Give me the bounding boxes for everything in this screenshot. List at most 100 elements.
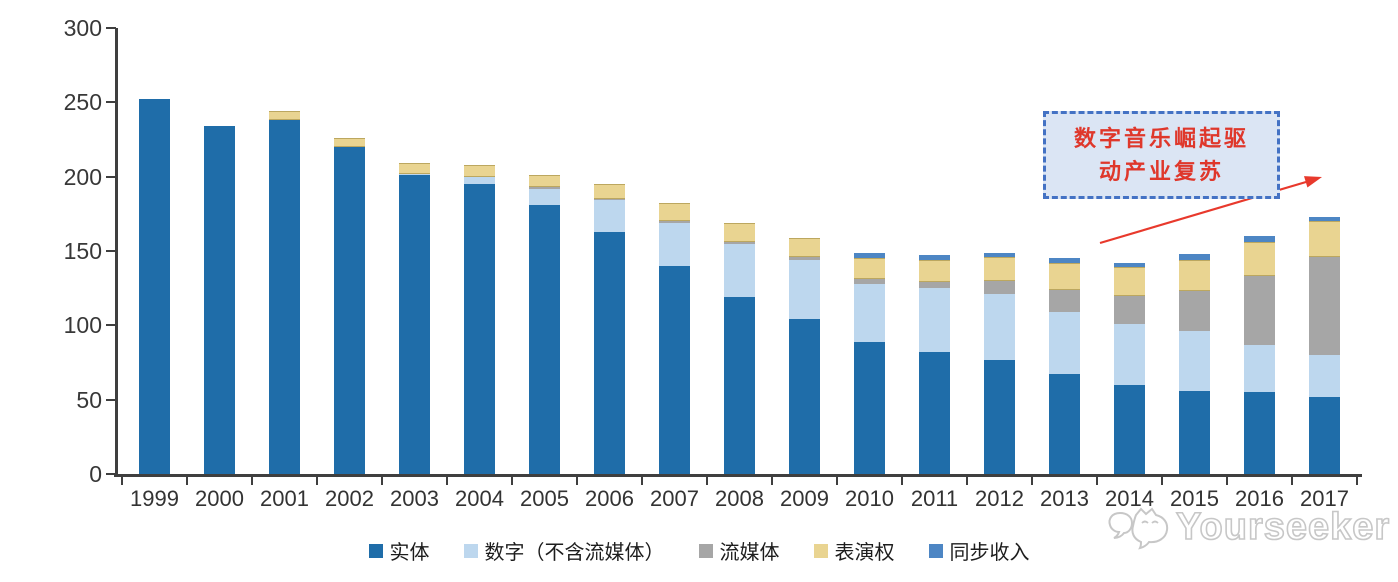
bar-segment[interactable] — [269, 120, 300, 474]
bar-segment[interactable] — [1179, 390, 1210, 474]
bar-segment[interactable] — [399, 175, 430, 474]
bar-segment[interactable] — [464, 164, 495, 177]
bar-segment[interactable] — [1179, 331, 1210, 391]
bar-segment[interactable] — [269, 111, 300, 121]
bar-segment[interactable] — [724, 222, 755, 243]
bar-segment[interactable] — [724, 297, 755, 474]
bar-segment[interactable] — [789, 259, 820, 320]
bar-segment[interactable] — [1114, 323, 1145, 385]
bar-2011[interactable] — [919, 255, 950, 474]
legend-label: 数字（不含流媒体） — [484, 542, 665, 564]
bar-segment[interactable] — [1244, 242, 1275, 277]
annotation-callout: 数字音乐崛起驱 动产业复苏 — [1043, 111, 1280, 199]
bar-segment[interactable] — [1179, 259, 1210, 292]
bar-segment[interactable] — [789, 256, 820, 260]
bar-2012[interactable] — [984, 252, 1015, 474]
legend-item[interactable]: 数字（不含流媒体） — [463, 536, 665, 565]
bar-segment[interactable] — [1309, 355, 1340, 397]
bar-segment[interactable] — [1049, 289, 1080, 312]
bar-segment[interactable] — [1049, 374, 1080, 474]
bar-segment[interactable] — [919, 282, 950, 289]
bar-segment[interactable] — [1309, 216, 1340, 222]
bar-segment[interactable] — [984, 294, 1015, 360]
bar-segment[interactable] — [594, 231, 625, 474]
bar-segment[interactable] — [919, 259, 950, 283]
bar-segment[interactable] — [659, 265, 690, 474]
bar-segment[interactable] — [789, 237, 820, 257]
bar-2004[interactable] — [464, 164, 495, 474]
bar-segment[interactable] — [659, 203, 690, 222]
bar-segment[interactable] — [919, 288, 950, 353]
bar-segment[interactable] — [1244, 392, 1275, 474]
bar-segment[interactable] — [1049, 262, 1080, 290]
bar-segment[interactable] — [464, 184, 495, 474]
bar-segment[interactable] — [1309, 221, 1340, 257]
legend-item[interactable]: 同步收入 — [928, 536, 1030, 565]
bar-segment[interactable] — [1114, 384, 1145, 474]
bar-2006[interactable] — [594, 184, 625, 474]
bar-segment[interactable] — [1244, 344, 1275, 393]
bar-segment[interactable] — [1114, 295, 1145, 324]
bar-segment[interactable] — [529, 187, 560, 189]
bar-segment[interactable] — [984, 256, 1015, 281]
bar-1999[interactable] — [139, 99, 170, 474]
bar-segment[interactable] — [854, 252, 885, 259]
legend-item[interactable]: 表演权 — [813, 536, 895, 565]
bar-2010[interactable] — [854, 252, 885, 474]
bar-segment[interactable] — [854, 283, 885, 342]
bar-segment[interactable] — [984, 280, 1015, 295]
bar-2009[interactable] — [789, 237, 820, 474]
bar-segment[interactable] — [204, 126, 235, 474]
bar-segment[interactable] — [724, 243, 755, 298]
bar-2015[interactable] — [1179, 254, 1210, 474]
bar-segment[interactable] — [529, 175, 560, 188]
bar-segment[interactable] — [984, 359, 1015, 474]
bar-2005[interactable] — [529, 175, 560, 474]
bar-segment[interactable] — [984, 252, 1015, 257]
bar-2017[interactable] — [1309, 216, 1340, 474]
bar-2007[interactable] — [659, 203, 690, 474]
bar-segment[interactable] — [1309, 256, 1340, 356]
legend-item[interactable]: 实体 — [368, 536, 430, 565]
bar-segment[interactable] — [399, 163, 430, 174]
bar-segment[interactable] — [854, 341, 885, 474]
bar-2003[interactable] — [399, 163, 430, 474]
bar-segment[interactable] — [854, 279, 885, 284]
bar-segment[interactable] — [919, 352, 950, 474]
bar-segment[interactable] — [1114, 267, 1145, 296]
legend-swatch-icon — [368, 543, 383, 558]
bar-segment[interactable] — [919, 255, 950, 260]
bar-segment[interactable] — [529, 204, 560, 474]
bar-segment[interactable] — [1179, 291, 1210, 332]
bar-2008[interactable] — [724, 222, 755, 474]
bar-segment[interactable] — [1049, 258, 1080, 263]
bar-segment[interactable] — [399, 173, 430, 176]
bar-segment[interactable] — [464, 176, 495, 185]
bar-segment[interactable] — [789, 319, 820, 474]
bar-segment[interactable] — [724, 242, 755, 244]
bar-segment[interactable] — [594, 198, 625, 201]
bar-2014[interactable] — [1114, 262, 1145, 474]
bar-2013[interactable] — [1049, 258, 1080, 474]
bar-segment[interactable] — [529, 188, 560, 205]
bar-2016[interactable] — [1244, 236, 1275, 474]
bar-segment[interactable] — [1309, 396, 1340, 474]
bar-segment[interactable] — [659, 221, 690, 223]
bar-segment[interactable] — [139, 99, 170, 474]
bar-segment[interactable] — [594, 200, 625, 232]
bar-segment[interactable] — [594, 184, 625, 199]
bar-segment[interactable] — [334, 138, 365, 147]
bar-segment[interactable] — [1244, 276, 1275, 345]
bar-2001[interactable] — [269, 111, 300, 474]
y-tick-label: 250 — [63, 89, 102, 116]
bar-2002[interactable] — [334, 138, 365, 474]
bar-segment[interactable] — [854, 258, 885, 280]
bar-segment[interactable] — [1049, 311, 1080, 375]
bar-segment[interactable] — [334, 146, 365, 474]
bar-segment[interactable] — [1114, 262, 1145, 268]
bar-segment[interactable] — [1179, 254, 1210, 260]
bar-segment[interactable] — [659, 222, 690, 266]
legend-item[interactable]: 流媒体 — [698, 536, 780, 565]
bar-2000[interactable] — [204, 126, 235, 474]
legend-swatch-icon — [698, 543, 713, 558]
